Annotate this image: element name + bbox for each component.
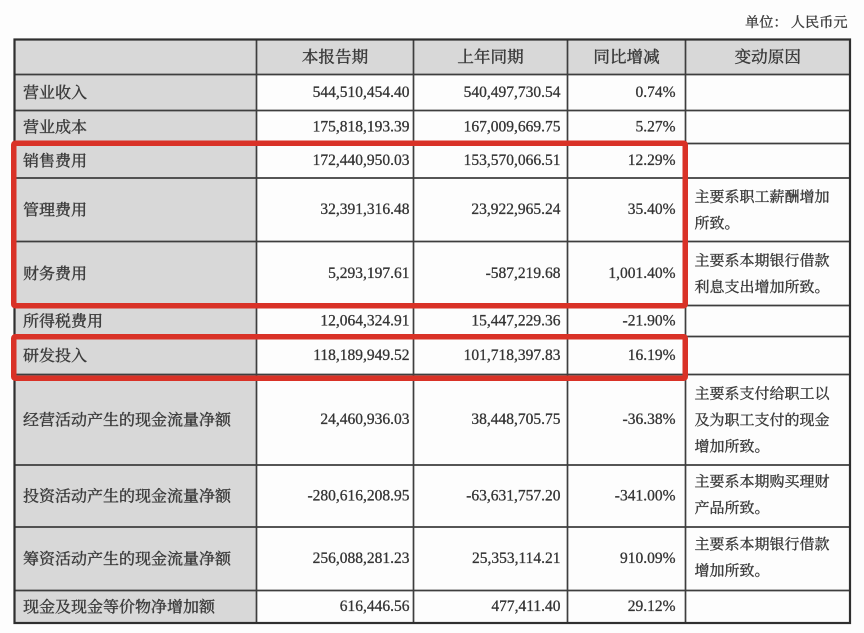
svg-text:-280,616,208.95: -280,616,208.95: [307, 487, 409, 504]
svg-text:616,446.56: 616,446.56: [340, 598, 410, 615]
svg-text:172,440,950.03: 172,440,950.03: [313, 152, 410, 169]
svg-text:38,448,705.75: 38,448,705.75: [471, 411, 560, 428]
svg-text:101,718,397.83: 101,718,397.83: [464, 347, 561, 364]
svg-text:544,510,454.40: 544,510,454.40: [313, 84, 410, 101]
svg-text:35.40%: 35.40%: [628, 201, 676, 218]
svg-text:167,009,669.75: 167,009,669.75: [464, 118, 561, 135]
svg-text:118,189,949.52: 118,189,949.52: [313, 347, 409, 364]
svg-text:15,447,229.36: 15,447,229.36: [471, 312, 560, 329]
svg-text:12,064,324.91: 12,064,324.91: [320, 312, 409, 329]
svg-text:5.27%: 5.27%: [635, 118, 675, 135]
svg-text:910.09%: 910.09%: [620, 550, 676, 567]
svg-text:-36.38%: -36.38%: [623, 411, 676, 428]
svg-text:5,293,197.61: 5,293,197.61: [328, 265, 409, 282]
svg-text:-21.90%: -21.90%: [623, 312, 676, 329]
svg-text:153,570,066.51: 153,570,066.51: [464, 152, 561, 169]
svg-text:32,391,316.48: 32,391,316.48: [320, 201, 409, 218]
svg-text:1,001.40%: 1,001.40%: [608, 265, 675, 282]
svg-text:24,460,936.03: 24,460,936.03: [320, 411, 409, 428]
svg-text:-587,219.68: -587,219.68: [486, 265, 561, 282]
svg-text:23,922,965.24: 23,922,965.24: [471, 201, 560, 218]
svg-text:477,411.40: 477,411.40: [491, 598, 560, 615]
svg-text:0.74%: 0.74%: [635, 84, 675, 101]
svg-text:256,088,281.23: 256,088,281.23: [313, 550, 410, 567]
svg-text:540,497,730.54: 540,497,730.54: [464, 84, 561, 101]
svg-text:25,353,114.21: 25,353,114.21: [472, 550, 561, 567]
svg-text:16.19%: 16.19%: [628, 347, 676, 364]
svg-text:175,818,193.39: 175,818,193.39: [313, 118, 410, 135]
svg-text:-63,631,757.20: -63,631,757.20: [466, 487, 561, 504]
svg-text:-341.00%: -341.00%: [615, 487, 676, 504]
svg-text:29.12%: 29.12%: [628, 598, 676, 615]
svg-text:12.29%: 12.29%: [628, 152, 676, 169]
